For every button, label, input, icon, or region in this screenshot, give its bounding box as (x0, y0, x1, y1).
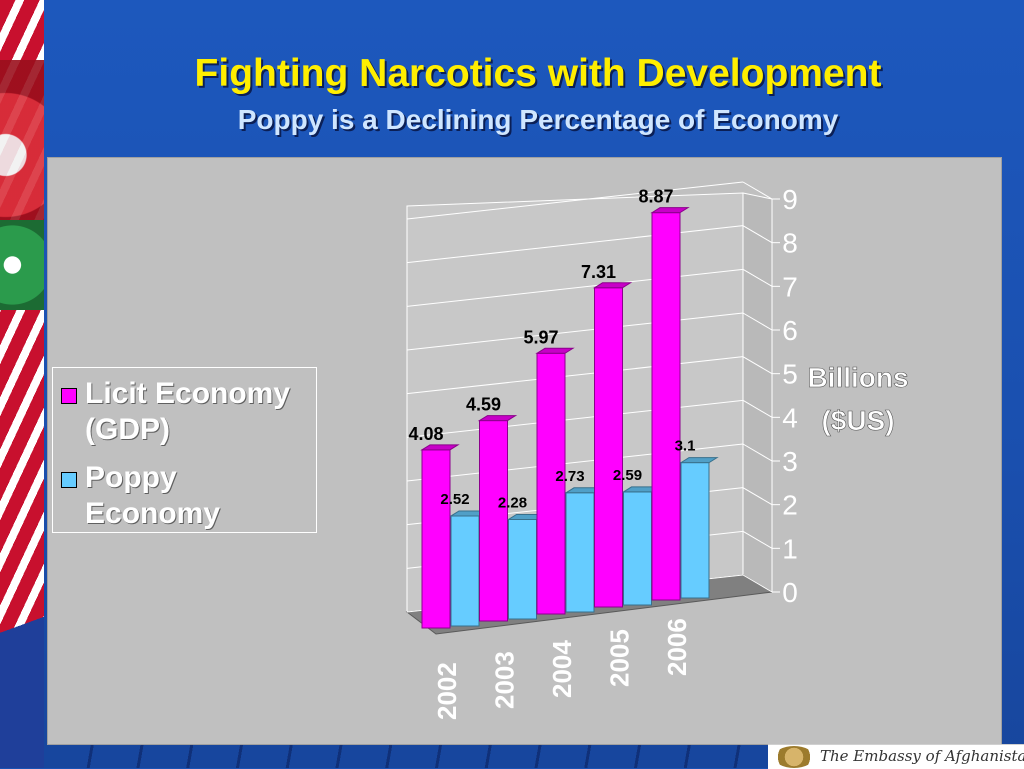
y-tick-label-5: 5 (782, 359, 798, 390)
legend-label-poppy: Poppy Economy (85, 461, 221, 530)
x-tick-label-2004: 2004 (547, 640, 577, 698)
legend-swatch-licit (61, 388, 77, 404)
bar-poppy-2005 (623, 491, 652, 606)
gridline-side-8 (742, 225, 773, 244)
y-tick-label-1: 1 (782, 533, 798, 564)
gridline-side-0 (742, 574, 773, 593)
legend-swatch-poppy (61, 472, 77, 488)
gridline-side-6 (742, 312, 773, 331)
y-tick-label-0: 0 (782, 577, 798, 608)
legend-label-licit: Licit Economy (GDP) (85, 377, 291, 446)
chart-side-wall (742, 192, 773, 593)
gridline-side-1 (742, 530, 773, 549)
x-tick-label-2002: 2002 (432, 662, 462, 720)
gridline-6 (406, 312, 744, 351)
y-tick-label-6: 6 (782, 315, 798, 346)
bar-top-licit-2002 (420, 444, 460, 451)
data-label-licit-2006: 8.87 (638, 187, 673, 207)
data-label-poppy-2004: 2.73 (555, 468, 584, 485)
y-axis-title-line1: Billions (807, 362, 908, 393)
y-tick-label-9: 9 (782, 184, 798, 215)
data-label-poppy-2005: 2.59 (613, 467, 642, 484)
gridline-side-3 (742, 443, 773, 462)
gridline-4 (406, 399, 744, 438)
emblem-green (0, 220, 44, 310)
gridline-7 (406, 268, 744, 307)
embassy-seal-icon (774, 746, 814, 768)
gridline-5 (406, 356, 744, 395)
data-label-licit-2003: 4.59 (466, 395, 501, 415)
embassy-name: The Embassy of Afghanistan (820, 747, 1024, 765)
bar-poppy-2006 (680, 462, 710, 599)
x-tick-label-2006: 2006 (662, 618, 692, 676)
gridline-3 (406, 443, 744, 482)
chart-legend: Licit Economy (GDP) Poppy Economy (52, 367, 317, 533)
x-tick-label-2005: 2005 (605, 629, 635, 687)
gridline-side-9 (742, 181, 773, 200)
bar-licit-2002 (421, 449, 451, 629)
bar-top-licit-2005 (592, 282, 633, 289)
y-tick-label-3: 3 (782, 446, 798, 477)
bar-poppy-2003 (508, 518, 537, 620)
bar-poppy-2002 (450, 515, 480, 627)
x-tick-label-2003: 2003 (490, 651, 520, 709)
legend-item-poppy: Poppy Economy (61, 460, 315, 532)
bar-licit-2006 (651, 212, 681, 601)
flag-decoration (0, 0, 44, 768)
bar-licit-2004 (536, 352, 566, 615)
gridline-side-7 (742, 268, 773, 287)
bar-poppy-2004 (565, 492, 595, 613)
y-tick-label-2: 2 (782, 490, 798, 521)
data-label-poppy-2002: 2.52 (440, 491, 469, 508)
gridline-9 (406, 181, 744, 220)
data-label-licit-2005: 7.31 (581, 262, 616, 282)
bar-top-poppy-2006 (679, 457, 719, 464)
data-label-licit-2002: 4.08 (408, 424, 443, 444)
bar-licit-2003 (479, 420, 508, 622)
embassy-logo: The Embassy of Afghanistan (768, 744, 1024, 769)
bar-top-licit-2006 (650, 207, 690, 214)
gridline-side-5 (742, 356, 773, 375)
y-tick-label-4: 4 (782, 402, 798, 433)
y-axis-title-line2: ($US) (821, 405, 894, 436)
y-tick-label-8: 8 (782, 228, 798, 259)
data-label-poppy-2006: 3.1 (675, 438, 696, 455)
slide-title: Fighting Narcotics with Development (194, 52, 882, 95)
gridline-8 (406, 225, 744, 264)
emblem-red (0, 60, 44, 250)
y-tick-label-7: 7 (782, 271, 798, 302)
gridline-side-4 (742, 399, 773, 418)
legend-item-licit: Licit Economy (GDP) (61, 376, 315, 448)
data-label-poppy-2003: 2.28 (498, 494, 527, 511)
slide-subtitle: Poppy is a Declining Percentage of Econo… (237, 104, 839, 135)
bar-licit-2005 (594, 287, 623, 608)
data-label-licit-2004: 5.97 (523, 327, 558, 347)
gridline-side-2 (742, 487, 773, 506)
flag-blue-band (0, 568, 44, 768)
bar-top-licit-2004 (535, 347, 575, 354)
bar-top-licit-2003 (477, 415, 518, 422)
